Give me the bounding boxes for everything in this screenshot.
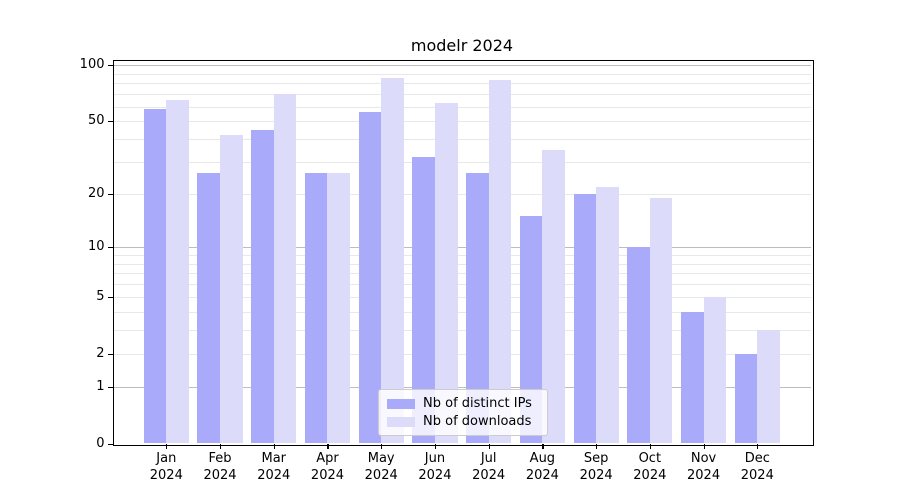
gridline-y-6: [113, 284, 811, 286]
x-tick-label-nov: Nov 2024: [687, 451, 721, 483]
bar-downloads-sep: [596, 186, 619, 444]
x-tick-mark-oct: [649, 444, 652, 449]
legend-swatch-downloads: [387, 416, 415, 427]
gridline-y-100: [113, 65, 811, 67]
x-tick-label-jan: Jan 2024: [149, 451, 183, 483]
bar-ips-aug: [519, 216, 543, 444]
bar-ips-apr: [304, 173, 328, 444]
gridline-y-5: [113, 296, 811, 298]
x-tick-mark-sep: [596, 444, 598, 449]
gridline-y-4: [113, 311, 811, 313]
x-tick-label-jun: Jun 2024: [418, 451, 452, 483]
x-tick-mark-mar: [273, 444, 275, 449]
bar-ips-jul: [466, 173, 489, 444]
bar-ips-jan: [143, 109, 167, 444]
y-tick-mark-50: [107, 121, 113, 123]
x-tick-label-aug: Aug 2024: [525, 451, 559, 483]
bar-downloads-jul: [488, 80, 512, 444]
y-tick-label-100: 100: [79, 57, 105, 73]
gridline-y-80: [113, 83, 811, 85]
bar-downloads-dec: [757, 330, 780, 444]
y-tick-label-20: 20: [87, 186, 105, 202]
bar-ips-oct: [627, 247, 650, 444]
x-tick-mark-apr: [327, 444, 329, 449]
bar-downloads-oct: [649, 198, 673, 444]
y-tick-label-10: 10: [87, 239, 105, 255]
bar-ips-mar: [251, 129, 274, 444]
bar-ips-nov: [680, 311, 704, 444]
legend: Nb of distinct IPs Nb of downloads: [378, 389, 548, 436]
gridline-y-50: [113, 121, 811, 123]
gridline-y-60: [113, 106, 811, 108]
y-tick-mark-5: [107, 296, 113, 299]
gridline-y-40: [113, 139, 811, 141]
y-tick-label-1: 1: [96, 379, 105, 395]
bar-downloads-nov: [703, 296, 727, 444]
bar-ips-jun: [412, 157, 435, 444]
bar-ips-feb: [197, 173, 221, 444]
x-tick-mark-jun: [434, 444, 437, 449]
gridline-y-9: [113, 255, 811, 256]
bar-ips-dec: [734, 353, 758, 444]
legend-item-distinct-ips: Nb of distinct IPs: [387, 396, 537, 411]
y-tick-mark-10: [107, 247, 113, 249]
y-tick-mark-20: [107, 194, 113, 196]
y-tick-mark-0: [107, 444, 113, 446]
x-tick-label-feb: Feb 2024: [203, 451, 237, 483]
x-tick-mark-dec: [757, 444, 759, 449]
x-tick-label-sep: Sep 2024: [579, 451, 613, 483]
bar-downloads-feb: [220, 135, 243, 444]
x-tick-mark-may: [381, 444, 383, 449]
x-tick-mark-jul: [488, 444, 490, 449]
gridline-y-30: [113, 162, 811, 164]
legend-label-distinct-ips: Nb of distinct IPs: [423, 396, 532, 411]
x-tick-mark-aug: [542, 444, 544, 449]
bar-downloads-aug: [542, 149, 565, 444]
y-tick-mark-1: [107, 387, 113, 389]
y-tick-label-50: 50: [87, 113, 105, 129]
x-tick-label-jul: Jul 2024: [472, 451, 506, 483]
bar-downloads-jun: [434, 102, 458, 444]
x-tick-mark-feb: [220, 444, 222, 449]
bar-ips-may: [358, 112, 382, 444]
y-tick-mark-2: [107, 353, 113, 355]
bar-downloads-may: [381, 78, 404, 444]
legend-swatch-distinct-ips: [387, 398, 415, 409]
gridline-y-20: [113, 194, 811, 196]
bar-ips-sep: [573, 194, 597, 444]
y-tick-label-2: 2: [96, 345, 105, 361]
gridline-y-1: [113, 387, 811, 389]
y-tick-label-0: 0: [96, 436, 105, 451]
gridline-y-2: [113, 353, 811, 355]
x-tick-label-dec: Dec 2024: [740, 451, 774, 483]
legend-item-downloads: Nb of downloads: [387, 414, 537, 429]
y-tick-label-5: 5: [96, 288, 105, 304]
bar-downloads-mar: [273, 94, 297, 444]
y-tick-mark-100: [107, 65, 113, 67]
gridline-y-90: [113, 73, 811, 75]
x-tick-label-mar: Mar 2024: [257, 451, 291, 483]
legend-label-downloads: Nb of downloads: [423, 414, 532, 429]
plot-area-border: [112, 60, 814, 446]
gridline-y-3: [113, 330, 811, 332]
gridline-y-10: [113, 247, 811, 249]
x-tick-mark-nov: [703, 444, 705, 449]
gridline-y-70: [113, 94, 811, 96]
gridline-y-7: [113, 273, 811, 275]
bar-downloads-apr: [327, 173, 351, 444]
x-tick-mark-jan: [166, 444, 168, 449]
chart-title: modelr 2024: [410, 36, 514, 55]
x-tick-label-oct: Oct 2024: [633, 451, 667, 483]
gridline-y-8: [113, 263, 811, 265]
x-tick-label-may: May 2024: [364, 451, 398, 483]
bar-downloads-jan: [166, 100, 189, 444]
x-tick-label-apr: Apr 2024: [310, 451, 345, 483]
